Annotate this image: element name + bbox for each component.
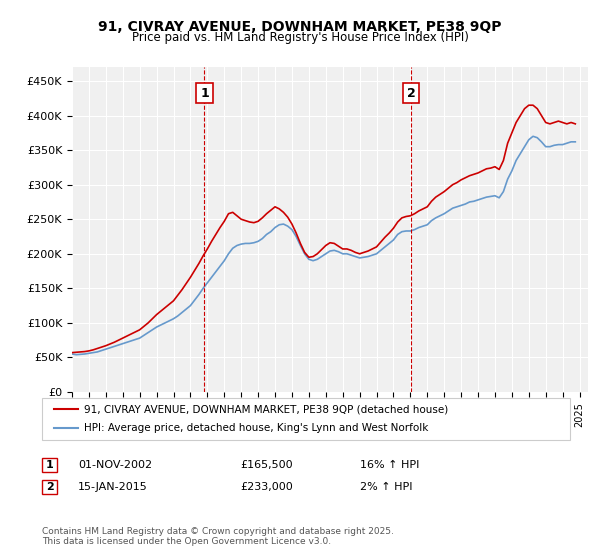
Text: 91, CIVRAY AVENUE, DOWNHAM MARKET, PE38 9QP (detached house): 91, CIVRAY AVENUE, DOWNHAM MARKET, PE38 …	[84, 404, 448, 414]
Text: Contains HM Land Registry data © Crown copyright and database right 2025.
This d: Contains HM Land Registry data © Crown c…	[42, 526, 394, 546]
Text: £165,500: £165,500	[240, 460, 293, 470]
Text: 2: 2	[46, 482, 53, 492]
Text: 16% ↑ HPI: 16% ↑ HPI	[360, 460, 419, 470]
Text: 91, CIVRAY AVENUE, DOWNHAM MARKET, PE38 9QP: 91, CIVRAY AVENUE, DOWNHAM MARKET, PE38 …	[98, 20, 502, 34]
Text: 15-JAN-2015: 15-JAN-2015	[78, 482, 148, 492]
Text: 2% ↑ HPI: 2% ↑ HPI	[360, 482, 413, 492]
Text: £233,000: £233,000	[240, 482, 293, 492]
Text: 1: 1	[200, 87, 209, 100]
Text: 01-NOV-2002: 01-NOV-2002	[78, 460, 152, 470]
Text: Price paid vs. HM Land Registry's House Price Index (HPI): Price paid vs. HM Land Registry's House …	[131, 31, 469, 44]
Text: HPI: Average price, detached house, King's Lynn and West Norfolk: HPI: Average price, detached house, King…	[84, 423, 428, 433]
Text: 2: 2	[407, 87, 415, 100]
Text: 1: 1	[46, 460, 53, 470]
